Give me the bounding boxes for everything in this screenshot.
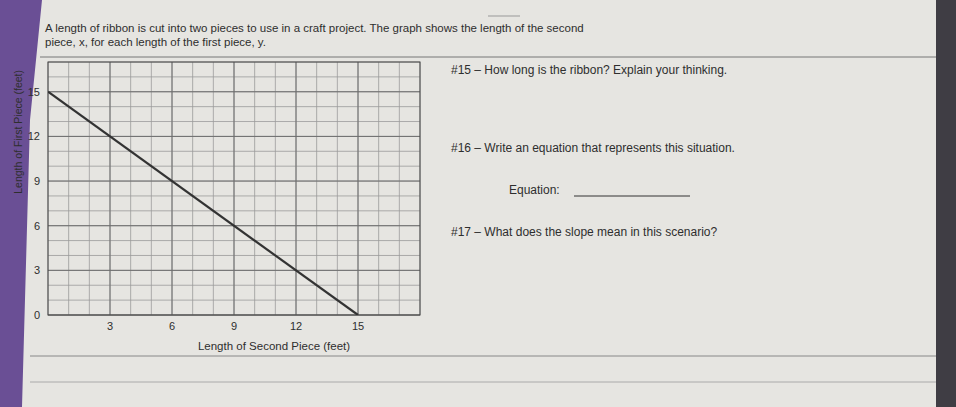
grid-line — [234, 62, 235, 315]
minor-grid — [316, 62, 317, 315]
y-tick-label: 3 — [34, 264, 40, 276]
minor-grid — [130, 62, 131, 315]
minor-grid — [68, 62, 69, 315]
x-axis-label: Length of Second Piece (feet) — [198, 340, 350, 352]
minor-grid — [110, 62, 111, 315]
y-tick-label: 0 — [34, 309, 40, 321]
x-tick-label: 12 — [290, 320, 302, 332]
grid-line — [110, 62, 111, 315]
minor-grid — [358, 62, 359, 315]
y-tick-label: 12 — [28, 130, 40, 142]
minor-grid — [399, 62, 400, 315]
minor-grid — [213, 62, 214, 315]
minor-grid — [234, 62, 235, 315]
question: #17 – What does the slope mean in this s… — [451, 225, 717, 239]
minor-grid — [296, 62, 297, 315]
paper — [0, 0, 956, 407]
minor-grid — [172, 62, 173, 315]
equation-label: Equation: — [509, 183, 560, 197]
grid — [48, 62, 420, 315]
rule — [30, 356, 936, 357]
rule — [30, 382, 936, 383]
grid-line — [296, 62, 297, 315]
grid-line — [48, 181, 420, 182]
y-tick-label: 15 — [28, 86, 40, 98]
minor-grid — [48, 91, 420, 92]
y-axis-label: Length of First Piece (feet) — [12, 70, 24, 194]
data-line — [48, 92, 358, 315]
minor-grid — [48, 270, 420, 271]
problem-text: piece, x, for each length of the first p… — [45, 36, 266, 48]
grid-line — [172, 62, 173, 315]
page: A length of ribbon is cut into two piece… — [0, 0, 956, 407]
y-tick-label: 9 — [34, 175, 40, 187]
question: #15 – How long is the ribbon? Explain yo… — [451, 63, 727, 77]
x-tick-label: 15 — [352, 320, 364, 332]
left-edge — [0, 0, 42, 407]
y-tick-label: 6 — [34, 220, 40, 232]
question: #16 – Write an equation that represents … — [451, 141, 735, 155]
x-tick-label: 3 — [107, 320, 113, 332]
plot-frame — [48, 62, 420, 315]
minor-grid — [254, 62, 255, 315]
right-edge — [936, 0, 956, 407]
minor-grid — [378, 62, 379, 315]
minor-grid — [192, 62, 193, 315]
rule — [40, 57, 936, 58]
marks — [48, 92, 358, 315]
problem-text: A length of ribbon is cut into two piece… — [45, 22, 584, 34]
grid-line — [48, 91, 420, 92]
x-tick-label: 9 — [231, 320, 237, 332]
grid-line — [358, 62, 359, 315]
minor-grid — [337, 62, 338, 315]
grid-line — [48, 270, 420, 271]
rule — [488, 16, 520, 17]
minor-grid — [89, 62, 90, 315]
x-tick-label: 6 — [169, 320, 175, 332]
minor-grid — [48, 136, 420, 137]
minor-grid — [151, 62, 152, 315]
minor-grid — [275, 62, 276, 315]
answer-blank — [574, 196, 690, 197]
grid-line — [48, 136, 420, 137]
minor-grid — [48, 181, 420, 182]
